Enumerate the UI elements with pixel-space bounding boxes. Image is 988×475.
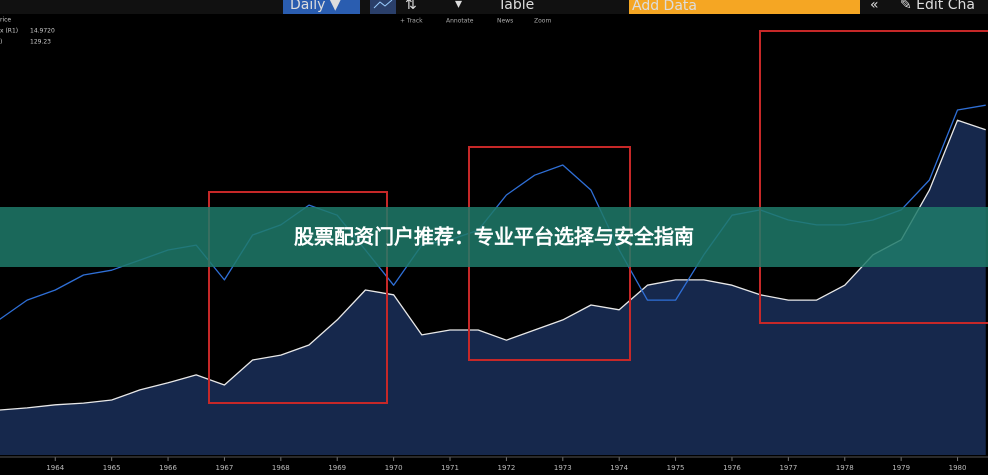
frequency-label[interactable]: Daily ▼	[290, 0, 341, 13]
x-tick-label: 1967	[216, 464, 234, 472]
x-tick-label: 1966	[159, 464, 177, 472]
x-tick-label: 1975	[667, 464, 685, 472]
chart-type-button[interactable]	[370, 0, 396, 14]
x-tick-label: 1977	[779, 464, 797, 472]
chart-icon	[373, 0, 393, 9]
tool-label[interactable]: News	[497, 18, 513, 25]
banner	[0, 207, 988, 267]
highlight-box	[208, 191, 388, 404]
x-tick-label: 1968	[272, 464, 290, 472]
x-tick-label: 1980	[949, 464, 967, 472]
area	[0, 120, 986, 455]
x-tick-label: 1979	[892, 464, 910, 472]
x-tick-label: 1976	[723, 464, 741, 472]
collapse-button[interactable]: «	[870, 0, 879, 13]
x-tick-label: 1970	[385, 464, 403, 472]
compare-icon[interactable]: ⇅	[405, 0, 417, 13]
legend-label: )	[0, 39, 2, 46]
x-tick-label: 1969	[328, 464, 346, 472]
tool-label[interactable]: Annotate	[446, 18, 474, 25]
x-tick-label: 1972	[497, 464, 515, 472]
x-tick-label: 1973	[554, 464, 572, 472]
tool-label[interactable]: + Track	[400, 18, 423, 25]
legend-label: x (R1)	[0, 28, 18, 35]
legend-value: 14.9720	[30, 28, 55, 35]
x-tick-label: 1974	[610, 464, 628, 472]
line	[0, 119, 986, 411]
x-tick-label: 1965	[103, 464, 121, 472]
legend-title: rice	[0, 17, 11, 24]
banner-title: 股票配资门户推荐：专业平台选择与安全指南	[294, 225, 694, 249]
table-button[interactable]: Table	[497, 0, 534, 13]
x-tick-label: 1971	[441, 464, 459, 472]
edit-button[interactable]: ✎ Edit Cha	[900, 0, 975, 13]
frequency-button[interactable]	[283, 0, 360, 14]
menu-icon[interactable]: ▾	[455, 0, 462, 12]
highlight-box	[759, 30, 988, 324]
add-data-input[interactable]	[629, 0, 860, 14]
add-data-placeholder[interactable]: Add Data	[632, 0, 697, 14]
x-tick-label: 1964	[46, 464, 64, 472]
legend-value: 129.23	[30, 39, 51, 46]
x-tick-label: 1978	[836, 464, 854, 472]
tool-label[interactable]: Zoom	[534, 18, 551, 25]
